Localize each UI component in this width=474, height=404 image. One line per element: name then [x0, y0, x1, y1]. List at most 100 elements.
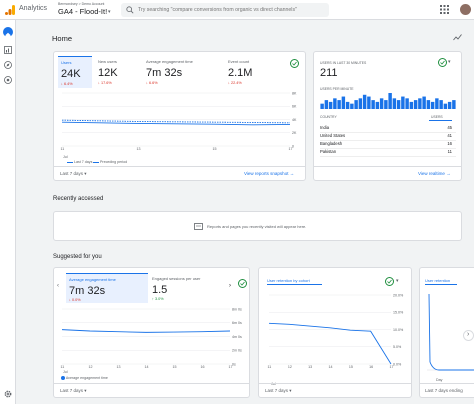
series-line: [61, 119, 291, 124]
row-country: India: [320, 125, 330, 130]
metric-value: 7m 32s: [146, 67, 183, 79]
nav-reports[interactable]: [3, 42, 13, 54]
user-retention-card: User retention Day Last 7 days ending ›: [419, 267, 474, 398]
x-sub-label: Jul: [63, 370, 68, 374]
date-range-dropdown[interactable]: Last 7 days ending: [425, 388, 463, 393]
metric-label: Average engagement time: [146, 59, 193, 64]
metric-value: 12K: [98, 67, 118, 79]
card-divider: [420, 383, 474, 384]
avatar[interactable]: [460, 4, 471, 15]
row-country: Pakistan: [320, 149, 337, 154]
date-range-dropdown[interactable]: Last 7 days ▾: [265, 388, 292, 393]
realtime-bar: [388, 93, 392, 109]
history-icon: [194, 223, 203, 230]
date-range-label: Last 7 days: [60, 388, 84, 393]
x-tick-label: 14: [329, 365, 333, 369]
table-row: Bangladesh 16: [314, 140, 463, 149]
series-line: [268, 322, 392, 365]
realtime-bar: [324, 100, 329, 109]
card-divider: [314, 166, 461, 167]
x-sub-label: Jul: [271, 382, 276, 386]
card-divider: [259, 383, 411, 384]
y-tick-label: 15.0%: [393, 311, 404, 315]
account-breadcrumb[interactable]: Bermondsey > Demo Account: [58, 2, 105, 6]
card-divider: [54, 383, 249, 384]
top-bar: Analytics Bermondsey > Demo Account GA4 …: [0, 0, 474, 20]
card-title: User retention: [425, 278, 451, 283]
col-country: COUNTRY: [320, 115, 337, 119]
x-tick-label: 11: [268, 365, 272, 369]
scroll-right-button[interactable]: ›: [463, 330, 474, 341]
apps-grid-icon[interactable]: [440, 5, 449, 14]
realtime-bar: [439, 100, 443, 109]
metric-engaged-sessions[interactable]: Engaged sessions per user 1.5 ↑ 3.0%: [150, 273, 226, 303]
nav-admin[interactable]: [3, 386, 13, 398]
x-tick-label: 17: [390, 365, 394, 369]
metric-engagement[interactable]: Average engagement time 7m 32s ↓ 6.6%: [144, 56, 224, 88]
realtime-bar: [426, 100, 431, 109]
x-sub-label: Jul: [63, 155, 68, 159]
property-selector[interactable]: GA4 - Flood-It!: [58, 7, 108, 16]
realtime-bar: [405, 98, 409, 109]
nav-advertising[interactable]: [3, 72, 13, 84]
metric-value: 7m 32s: [69, 285, 106, 297]
insights-check-icon[interactable]: [385, 277, 394, 286]
overview-card: Users 24K ↓ 6.4% New users 12K ↓ 17.6% A…: [53, 51, 306, 181]
realtime-bar: [447, 101, 452, 109]
chevron-down-icon[interactable]: ▾: [448, 59, 451, 65]
series-line: [61, 329, 231, 333]
realtime-bar: [422, 96, 426, 109]
metric-delta: ↑ 3.0%: [152, 297, 164, 301]
date-range-dropdown[interactable]: Last 7 days ▾: [60, 171, 87, 176]
nav-home[interactable]: [3, 27, 13, 38]
x-tick-label: 13: [137, 147, 141, 151]
engagement-card: ‹ Average engagement time 7m 32s ↓ 0.0% …: [53, 267, 250, 398]
y-tick-label: 6K: [292, 105, 297, 109]
realtime-bar: [345, 101, 350, 109]
metric-value: 1.5: [152, 284, 168, 296]
bar-chart-icon: [4, 46, 12, 54]
search-box[interactable]: [121, 3, 329, 17]
y-tick-label: 10.0%: [393, 328, 404, 332]
insights-check-icon[interactable]: [238, 279, 247, 288]
realtime-bar: [337, 100, 341, 109]
analytics-logo[interactable]: [4, 4, 16, 16]
chevron-down-icon[interactable]: ▾: [108, 9, 111, 15]
metric-event-count[interactable]: Event count 2.1M ↓ 22.4%: [226, 56, 270, 88]
metric-label: Engaged sessions per user: [152, 276, 201, 281]
legend-current-label: Last 7 days: [74, 160, 93, 164]
metric-delta: ↓ 0.0%: [69, 298, 81, 302]
next-arrow-icon[interactable]: ›: [229, 283, 231, 289]
row-users: 16: [447, 141, 452, 146]
realtime-card: USERS IN LAST 30 MINUTES ▾ 211 USERS PER…: [313, 51, 462, 181]
table-row: United States 41: [314, 132, 463, 141]
chevron-down-icon[interactable]: ▾: [396, 278, 399, 284]
prev-arrow-icon[interactable]: ‹: [57, 283, 59, 289]
table-row: India 45: [314, 124, 463, 133]
home-icon: [5, 32, 11, 38]
view-reports-snapshot-link[interactable]: View reports snapshot →: [244, 171, 295, 176]
realtime-bar: [328, 101, 333, 109]
y-tick-label: 20.0%: [393, 293, 404, 297]
realtime-bar: [443, 103, 448, 109]
x-tick-label: 16: [201, 365, 205, 369]
realtime-bar: [435, 98, 439, 109]
metric-users[interactable]: Users 24K ↓ 6.4%: [58, 56, 92, 88]
date-range-dropdown[interactable]: Last 7 days ▾: [60, 388, 87, 393]
search-input[interactable]: [138, 6, 326, 14]
x-tick-label: 15: [173, 365, 177, 369]
nav-explore[interactable]: [3, 57, 13, 69]
realtime-bar: [418, 98, 422, 109]
metric-new-users[interactable]: New users 12K ↓ 17.6%: [96, 56, 140, 88]
metric-label: Average engagement time: [69, 277, 116, 282]
insights-check-icon[interactable]: [290, 59, 299, 68]
view-realtime-link[interactable]: View realtime →: [418, 171, 451, 176]
metric-avg-engagement[interactable]: Average engagement time 7m 32s ↓ 0.0%: [66, 273, 148, 303]
x-tick-label: 17: [289, 147, 293, 151]
realtime-bar: [362, 94, 367, 109]
realtime-check-icon[interactable]: [438, 58, 447, 67]
insights-trend-icon[interactable]: [453, 33, 462, 42]
x-tick-label: 15: [349, 365, 353, 369]
metric-delta: ↓ 17.6%: [98, 81, 112, 85]
col-users: USERS: [431, 115, 443, 119]
